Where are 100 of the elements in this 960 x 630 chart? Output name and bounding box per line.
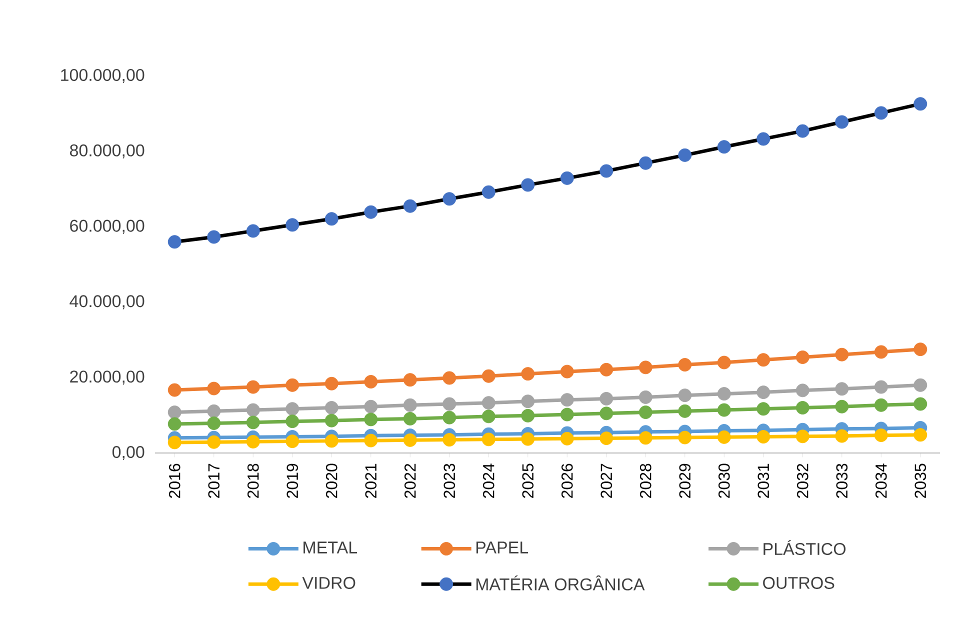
y-tick-label: 60.000,00 — [70, 220, 144, 234]
x-tick-label: 2022 — [404, 464, 416, 498]
point — [756, 402, 770, 416]
point — [246, 403, 260, 417]
x-tick-label: 2033 — [836, 464, 848, 498]
point — [835, 348, 849, 362]
point — [168, 235, 182, 249]
legend-label: VIDRO — [302, 576, 356, 589]
point — [442, 397, 456, 411]
point — [914, 97, 928, 111]
point — [364, 205, 378, 219]
y-tick-label: 0,00 — [112, 446, 144, 460]
legend-label: METAL — [304, 542, 358, 554]
legend-label: MATÉRIA ORGÂNICA — [476, 575, 645, 590]
point — [717, 403, 731, 417]
point — [874, 106, 888, 120]
x-tick-label: 2029 — [679, 464, 691, 498]
point — [364, 412, 378, 426]
point — [324, 376, 338, 390]
point — [796, 350, 810, 364]
point — [521, 178, 535, 192]
point — [560, 432, 574, 446]
point — [835, 382, 849, 396]
point — [638, 431, 652, 445]
point — [638, 390, 652, 404]
x-tick-label: 2020 — [326, 464, 338, 498]
point — [168, 436, 182, 450]
point — [246, 380, 260, 394]
legend-label: PAPEL — [476, 542, 528, 554]
point — [521, 432, 535, 446]
point — [678, 404, 692, 418]
point — [914, 378, 928, 392]
point — [600, 432, 614, 446]
point — [482, 432, 496, 446]
point — [756, 386, 770, 400]
point — [364, 374, 378, 388]
point — [207, 230, 221, 244]
point — [521, 367, 535, 381]
x-tick-label: 2023 — [444, 464, 456, 498]
point — [560, 171, 574, 185]
point — [874, 398, 888, 412]
point — [600, 392, 614, 406]
point — [324, 212, 338, 226]
point — [403, 433, 417, 447]
point — [442, 371, 456, 385]
point — [638, 360, 652, 374]
point — [168, 417, 182, 431]
x-tick-label: 2016 — [168, 464, 180, 498]
y-tick-label: 40.000,00 — [70, 295, 144, 310]
point — [521, 408, 535, 422]
point — [286, 414, 300, 428]
x-tick-label: 2024 — [482, 464, 494, 498]
point — [717, 356, 731, 370]
x-tick-label: 2027 — [600, 464, 612, 498]
point — [324, 414, 338, 428]
point — [638, 156, 652, 170]
point — [207, 435, 221, 449]
point — [874, 428, 888, 442]
x-tick-label: 2031 — [758, 464, 770, 498]
x-tick-label: 2028 — [640, 464, 652, 498]
point — [796, 124, 810, 138]
point — [286, 434, 300, 448]
point — [286, 402, 300, 416]
point — [286, 218, 300, 232]
point — [560, 408, 574, 422]
point — [482, 410, 496, 424]
x-tick-label: 2034 — [875, 464, 887, 498]
point — [403, 398, 417, 412]
point — [717, 430, 731, 444]
point — [364, 400, 378, 414]
point — [442, 192, 456, 206]
point — [678, 358, 692, 372]
point — [678, 148, 692, 162]
point — [914, 342, 928, 356]
point — [364, 434, 378, 448]
point — [560, 364, 574, 378]
point — [403, 199, 417, 213]
point — [835, 400, 849, 414]
point — [403, 412, 417, 426]
point — [246, 224, 260, 238]
point — [874, 345, 888, 359]
point — [717, 140, 731, 154]
point — [246, 434, 260, 448]
point — [717, 387, 731, 401]
point — [442, 433, 456, 447]
point — [835, 115, 849, 129]
point — [560, 393, 574, 407]
point — [914, 397, 928, 411]
point — [600, 164, 614, 178]
point — [756, 430, 770, 444]
point — [207, 416, 221, 430]
point — [207, 404, 221, 418]
legend-label: OUTROS — [763, 576, 834, 589]
x-tick-label: 2025 — [522, 464, 534, 498]
x-tick-label: 2035 — [914, 464, 926, 498]
point — [482, 396, 496, 410]
x-tick-label: 2032 — [796, 464, 808, 498]
point — [324, 434, 338, 448]
y-tick-label: 20.000,00 — [70, 370, 144, 385]
legend-label: PLÁSTICO — [764, 540, 846, 556]
